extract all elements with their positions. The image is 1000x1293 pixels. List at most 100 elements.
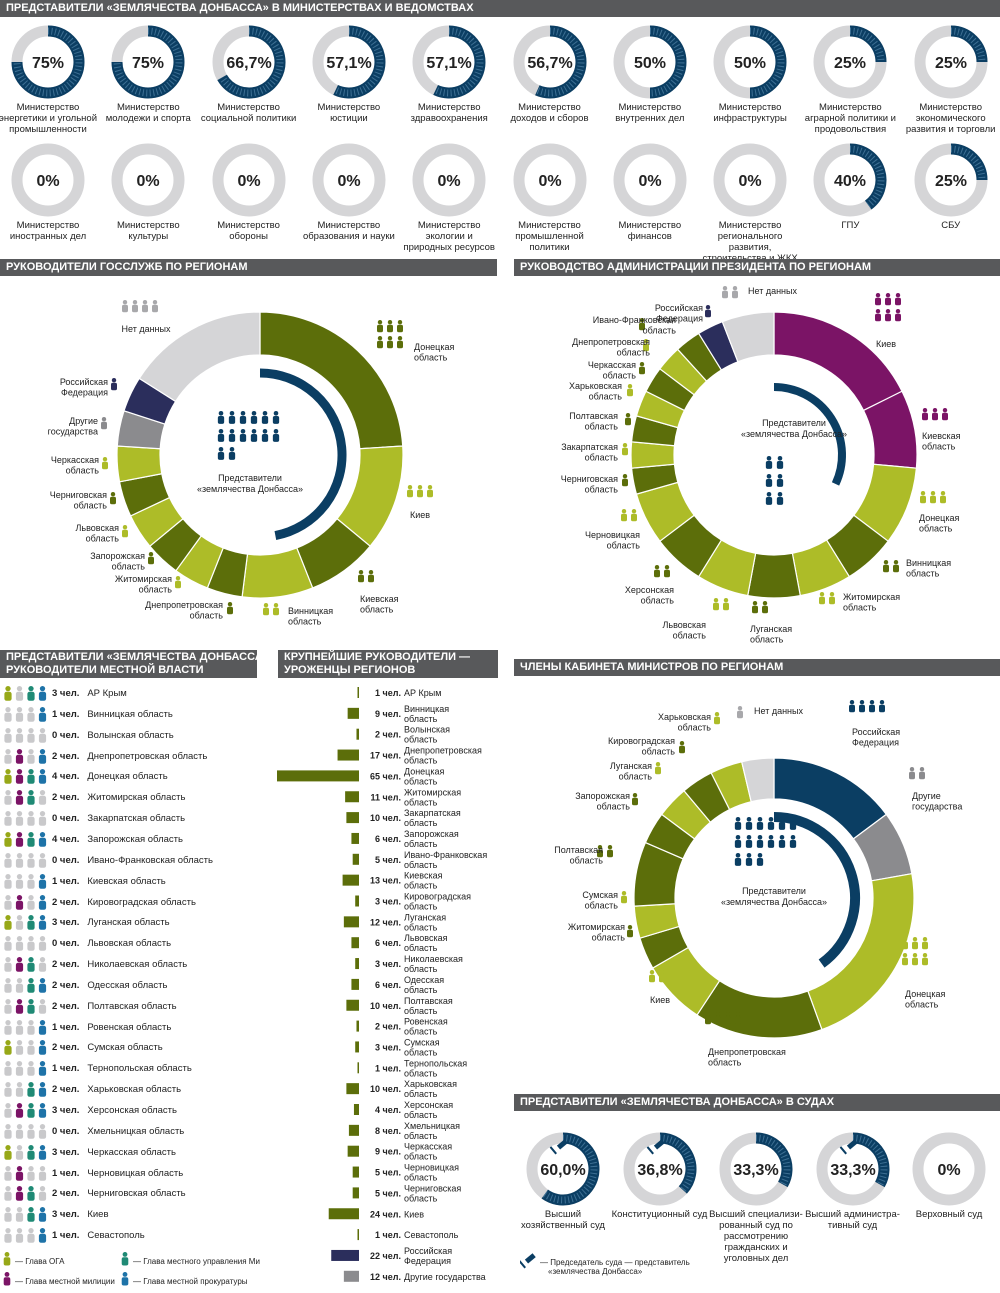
person-icon — [829, 592, 835, 605]
bar — [347, 1145, 359, 1157]
svg-text:Винницкая: Винницкая — [288, 606, 333, 616]
svg-text:Кировоградская: Кировоградская — [608, 736, 675, 746]
ministry-ring-value: 0% — [638, 173, 661, 190]
svg-text:Донецкая: Донецкая — [919, 513, 959, 523]
person-icon — [607, 845, 613, 858]
person-icon — [38, 790, 47, 806]
person-icon — [15, 852, 24, 868]
svg-text:Закарпатская: Закарпатская — [404, 808, 461, 818]
ministry-ring-value: 40% — [834, 173, 866, 190]
bar — [342, 874, 359, 886]
svg-text:Днепропетровская: Днепропетровская — [572, 337, 650, 347]
person-icon — [778, 817, 786, 830]
row-icons — [4, 1186, 47, 1202]
person-icon — [38, 769, 47, 785]
svg-text:область: область — [404, 1027, 438, 1037]
table-row: 2 чел. Днепропетровская область — [52, 750, 208, 762]
svg-text:область: область — [750, 635, 784, 645]
person-icon — [15, 831, 24, 847]
bar-value: 65 чел. — [370, 771, 401, 781]
svg-text:область: область — [585, 422, 619, 432]
person-icon — [38, 1228, 47, 1243]
court-ring-track — [912, 1132, 986, 1206]
bar — [343, 916, 359, 928]
person-icon — [102, 457, 108, 470]
row-icons — [4, 769, 47, 785]
svg-text:Харьковская: Харьковская — [404, 1079, 457, 1089]
bar-label: Киев — [404, 1209, 424, 1219]
person-icon — [27, 1123, 35, 1139]
svg-text:Киевская: Киевская — [360, 594, 399, 604]
person-icon — [38, 1186, 47, 1202]
svg-text:область: область — [708, 1058, 742, 1068]
svg-text:Днепропетровская: Днепропетровская — [708, 1047, 786, 1057]
person-icon — [713, 598, 719, 611]
person-icon — [27, 977, 35, 993]
bar — [348, 1124, 359, 1136]
person-icon — [765, 492, 773, 505]
row-icons — [4, 1082, 47, 1097]
svg-text:область: область — [288, 617, 322, 627]
svg-text:область: область — [404, 881, 438, 891]
svg-text:область: область — [404, 776, 438, 786]
person-icon — [4, 852, 12, 868]
person-icon — [152, 300, 158, 313]
svg-text:область: область — [139, 585, 173, 595]
bar-value: 17 чел. — [370, 751, 401, 761]
person-icon — [239, 411, 247, 424]
person-icon — [893, 560, 899, 573]
person-icon — [789, 817, 797, 830]
ministry-ring-arc-texture — [535, 27, 584, 97]
ministry-name: Министерство образования и науки — [302, 220, 395, 242]
bar-value: 10 чел. — [370, 1084, 401, 1094]
bar-value: 5 чел. — [375, 1168, 401, 1178]
svg-text:область: область — [74, 501, 108, 511]
bar — [355, 1041, 359, 1053]
person-icon — [15, 894, 24, 910]
ministry-ring: 25% — [914, 25, 988, 99]
person-icon — [778, 835, 786, 848]
ministry-name: Министерство юстиции — [317, 102, 381, 124]
legend-item: — Глава местной милиции — [3, 1272, 115, 1286]
svg-text:Другие: Другие — [912, 791, 941, 801]
ministry-ring-track — [513, 143, 586, 217]
person-icon — [920, 491, 926, 504]
svg-text:область: область — [86, 534, 120, 544]
person-icon — [639, 318, 645, 331]
bar — [355, 958, 359, 970]
bar — [353, 1104, 359, 1115]
person-icon — [38, 1144, 47, 1160]
ministry-ring: 25% — [914, 143, 988, 217]
svg-text:Сумская: Сумская — [582, 890, 618, 900]
table-row: 1 чел. Севастополь — [52, 1230, 145, 1242]
person-icon — [38, 686, 47, 701]
center-label: «землячества Донбасса» — [741, 429, 847, 439]
donut-slice — [138, 311, 261, 403]
svg-text:Черновицкая: Черновицкая — [585, 530, 640, 540]
svg-text:область: область — [641, 596, 675, 606]
person-icon — [427, 485, 433, 498]
person-icon — [27, 894, 35, 910]
person-icon — [715, 1012, 721, 1025]
person-icon — [922, 937, 928, 950]
bar — [343, 1270, 359, 1282]
person-icon — [732, 286, 738, 299]
ministry-ring-value: 75% — [32, 55, 64, 72]
svg-text:Тернопольская: Тернопольская — [404, 1058, 467, 1068]
donut-slice — [259, 311, 404, 450]
cabinet-donut: РоссийскаяФедерацияДругиегосударстваДоне… — [554, 700, 962, 1068]
